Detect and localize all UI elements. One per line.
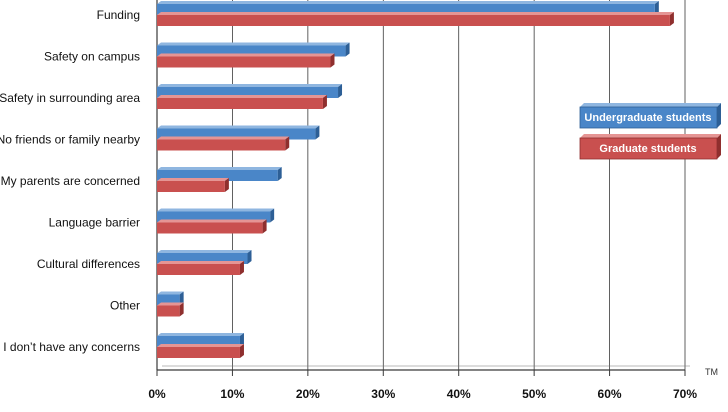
x-tick-label-0: 0% xyxy=(148,387,166,401)
bar-undergraduate-5 xyxy=(157,208,275,223)
category-label-3: No friends or family nearby xyxy=(0,133,140,147)
trademark-mark: TM xyxy=(705,367,718,377)
bars-group xyxy=(157,1,674,358)
bar-graduate-4 xyxy=(157,178,229,192)
bar-graduate-5 xyxy=(157,219,267,234)
x-tick-label-6: 60% xyxy=(598,387,622,401)
bar-undergraduate-4 xyxy=(157,167,282,181)
bar-graduate-7 xyxy=(157,302,184,317)
x-tick-label-2: 20% xyxy=(296,387,320,401)
category-labels: Funding Safety on campus Safety in surroun… xyxy=(0,8,140,354)
x-axis: 0% 10% 20% 30% 40% 50% 60% 70% xyxy=(148,369,697,401)
bar-undergraduate-0 xyxy=(157,1,659,15)
bar-graduate-8 xyxy=(157,344,244,358)
bar-undergraduate-2 xyxy=(157,84,343,98)
legend-item-graduate: Graduate students xyxy=(579,134,721,160)
bar-undergraduate-8 xyxy=(157,333,244,347)
category-label-4: My parents are concerned xyxy=(1,174,140,188)
bar-graduate-1 xyxy=(157,53,335,68)
bar-undergraduate-6 xyxy=(157,250,252,264)
category-label-0: Funding xyxy=(97,8,140,22)
category-label-1: Safety on campus xyxy=(44,50,140,64)
bar-graduate-0 xyxy=(157,12,674,26)
bar-graduate-3 xyxy=(157,136,290,151)
legend: Undergraduate students Graduate students xyxy=(579,103,721,160)
bar-undergraduate-3 xyxy=(157,125,320,140)
bar-undergraduate-1 xyxy=(157,42,350,57)
x-tick-label-3: 30% xyxy=(371,387,395,401)
x-tick-label-4: 40% xyxy=(447,387,471,401)
bar-graduate-2 xyxy=(157,95,327,109)
legend-item-undergraduate: Undergraduate students xyxy=(579,103,721,129)
x-tick-label-7: 70% xyxy=(673,387,697,401)
category-label-8: I don’t have any concerns xyxy=(3,340,140,354)
x-tick-label-5: 50% xyxy=(522,387,546,401)
category-label-2: Safety in surrounding area xyxy=(0,91,140,105)
x-tick-label-1: 10% xyxy=(220,387,244,401)
category-label-6: Cultural differences xyxy=(37,257,140,271)
bar-graduate-6 xyxy=(157,261,244,275)
category-label-7: Other xyxy=(110,299,140,313)
category-label-5: Language barrier xyxy=(49,216,140,230)
bar-undergraduate-7 xyxy=(157,291,184,306)
legend-label-undergraduate: Undergraduate students xyxy=(584,112,711,124)
legend-label-graduate: Graduate students xyxy=(599,143,696,155)
